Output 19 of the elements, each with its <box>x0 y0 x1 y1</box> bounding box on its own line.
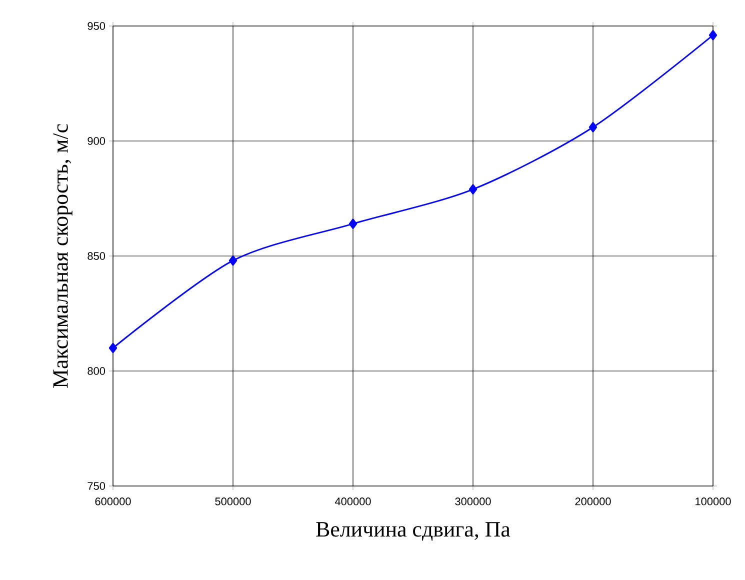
x-axis-title: Величина сдвига, Па <box>316 522 510 541</box>
point <box>708 30 718 40</box>
point <box>108 342 118 354</box>
x-tick-label: 100000 <box>696 498 731 506</box>
point <box>348 218 358 230</box>
point <box>468 184 478 195</box>
y-tick-label: 900 <box>88 137 106 145</box>
point <box>228 255 238 266</box>
y-tick-label: 750 <box>88 482 106 490</box>
x-tick-label: 300000 <box>455 498 491 506</box>
y-tick-label: 850 <box>88 252 106 260</box>
x-tick-label: 200000 <box>575 498 611 506</box>
y-tick-label: 950 <box>88 22 106 30</box>
y-tick-label: 800 <box>88 367 106 375</box>
x-tick-label: 400000 <box>334 498 371 506</box>
x-tick-label: 600000 <box>95 498 131 506</box>
y-axis-title: Максимальная скорость, м/с <box>53 124 72 388</box>
x-tick-label: 500000 <box>215 498 251 506</box>
point <box>588 122 598 132</box>
